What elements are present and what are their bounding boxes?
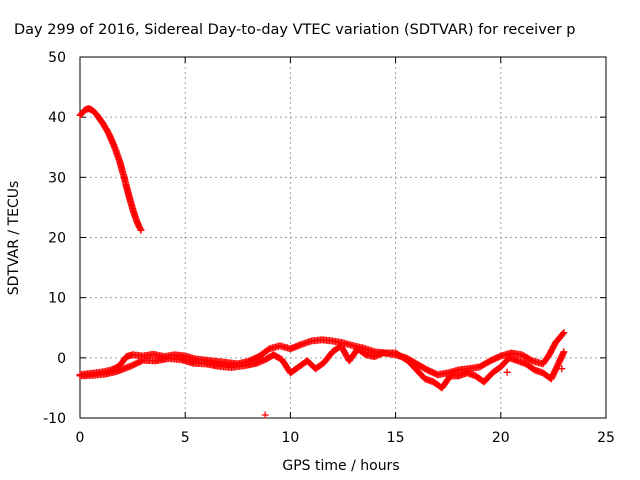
x-tick-label: 20 bbox=[492, 430, 510, 446]
y-tick-label: 0 bbox=[57, 351, 66, 367]
y-tick-label: 40 bbox=[48, 110, 66, 126]
data-point bbox=[137, 226, 145, 234]
x-tick-label: 5 bbox=[181, 430, 190, 446]
y-tick-label: -10 bbox=[43, 411, 66, 427]
series-early-track bbox=[76, 105, 145, 234]
data-point bbox=[503, 368, 511, 376]
data-point bbox=[559, 330, 567, 338]
data-point bbox=[558, 365, 566, 373]
x-axis-label: GPS time / hours bbox=[282, 458, 399, 474]
series-isolated-points bbox=[261, 365, 566, 419]
chart-title: Day 299 of 2016, Sidereal Day-to-day VTE… bbox=[14, 22, 575, 38]
y-tick-label: 30 bbox=[48, 170, 66, 186]
y-tick-label: 20 bbox=[48, 231, 66, 247]
x-tick-label: 25 bbox=[597, 430, 615, 446]
x-tick-label: 10 bbox=[281, 430, 299, 446]
data-point bbox=[560, 329, 568, 337]
points-layer bbox=[76, 105, 568, 419]
series-track-b bbox=[76, 342, 568, 392]
x-tick-label: 15 bbox=[387, 430, 405, 446]
axis-layer bbox=[79, 56, 607, 419]
x-tick-label: 0 bbox=[76, 430, 85, 446]
y-axis-label: SDTVAR / TECUs bbox=[6, 181, 22, 296]
data-point bbox=[261, 411, 269, 419]
tick-label-layer: 0 5 10 15 20 25 -10 0 10 20 30 40 50 bbox=[43, 50, 615, 446]
y-tick-label: 10 bbox=[48, 291, 66, 307]
data-point bbox=[560, 348, 568, 356]
data-point bbox=[136, 225, 144, 233]
y-tick-label: 50 bbox=[48, 50, 66, 66]
